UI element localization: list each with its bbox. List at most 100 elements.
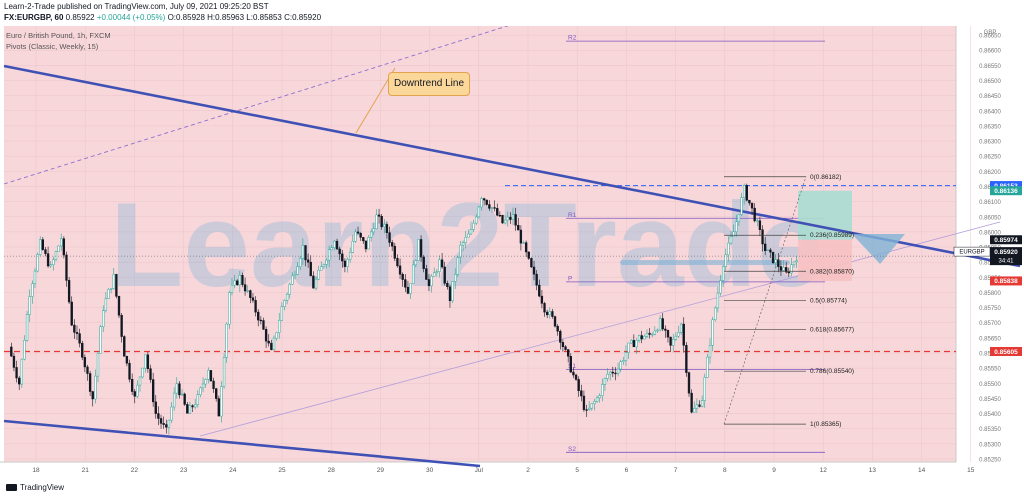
candle-body bbox=[335, 240, 339, 250]
y-tick-label: 0.85400 bbox=[979, 412, 1001, 418]
candle-body bbox=[377, 214, 381, 217]
candle-body bbox=[763, 243, 767, 251]
downtrend-callout[interactable]: Downtrend Line bbox=[388, 72, 470, 96]
candle-body bbox=[230, 284, 234, 293]
candle-body bbox=[527, 251, 530, 259]
candle-body bbox=[503, 219, 507, 224]
candle-body bbox=[172, 392, 176, 408]
candle-body bbox=[180, 393, 184, 396]
candle-body bbox=[414, 260, 417, 266]
candle-body bbox=[186, 404, 189, 414]
candle-body bbox=[700, 400, 704, 407]
candle-body bbox=[199, 387, 202, 395]
chart-area[interactable]: 0.86650 0.86600 0.86550 0.86500 0.86450 0.864… bbox=[0, 26, 1024, 497]
candle-body bbox=[165, 424, 168, 428]
price-chart[interactable]: 0.86650 0.86600 0.86550 0.86500 0.86450 0.864… bbox=[0, 26, 1024, 480]
tradingview-icon bbox=[6, 484, 17, 491]
candle-body bbox=[28, 296, 31, 315]
y-tick-label: 0.86500 bbox=[979, 79, 1001, 85]
candle-body bbox=[451, 281, 454, 302]
candle-body bbox=[603, 378, 607, 385]
candle-body bbox=[653, 330, 657, 335]
y-tick-label: 0.86600 bbox=[979, 49, 1001, 55]
y-tick-label: 0.86400 bbox=[979, 109, 1001, 115]
candle-body bbox=[758, 220, 762, 230]
candle-body bbox=[167, 419, 171, 428]
candle-body bbox=[742, 185, 746, 198]
candle-body bbox=[107, 289, 110, 299]
candle-body bbox=[564, 346, 567, 350]
candle-body bbox=[448, 286, 452, 302]
candle-body bbox=[320, 266, 323, 271]
candle-body bbox=[133, 391, 136, 397]
price-label-text: 0.85838 bbox=[994, 278, 1018, 285]
candle-body bbox=[94, 375, 97, 400]
candle-body bbox=[36, 254, 39, 272]
candle-body bbox=[496, 208, 499, 216]
candle-body bbox=[616, 368, 620, 374]
y-tick-label: 0.86200 bbox=[979, 170, 1001, 176]
fib-level-label: 0.382(0.85870) bbox=[810, 268, 854, 275]
x-tick-label: 30 bbox=[426, 467, 434, 474]
candle-body bbox=[543, 303, 546, 313]
candle-body bbox=[493, 207, 496, 209]
x-tick-label: 22 bbox=[131, 467, 139, 474]
candle-body bbox=[522, 242, 525, 244]
x-tick-label: 9 bbox=[772, 467, 776, 474]
x-tick-label: 2 bbox=[526, 467, 530, 474]
candle-body bbox=[78, 333, 81, 344]
candle-body bbox=[782, 267, 785, 271]
candle-body bbox=[695, 404, 699, 409]
candle-body bbox=[559, 330, 562, 343]
candle-body bbox=[130, 379, 134, 392]
pivot-label-s2: S2 bbox=[568, 446, 576, 453]
candle-body bbox=[183, 393, 186, 405]
tradingview-logo[interactable]: TradingView bbox=[6, 483, 64, 492]
candle-body bbox=[283, 300, 286, 307]
candle-body bbox=[246, 290, 249, 292]
candle-body bbox=[175, 383, 178, 394]
candle-body bbox=[740, 197, 743, 215]
candle-body bbox=[33, 270, 37, 285]
candle-body bbox=[477, 206, 481, 218]
candle-body bbox=[73, 324, 76, 333]
candle-body bbox=[724, 254, 727, 267]
candle-body bbox=[640, 335, 643, 340]
legend-indicator: Pivots (Classic, Weekly, 15) bbox=[6, 42, 99, 51]
candle-body bbox=[115, 274, 118, 297]
candle-body bbox=[367, 237, 370, 250]
y-tick-label: 0.86350 bbox=[979, 124, 1001, 130]
fib-level-label: 0.5(0.85774) bbox=[810, 297, 847, 304]
candle-body bbox=[769, 249, 772, 253]
candle-body bbox=[645, 332, 649, 337]
candle-body bbox=[574, 374, 578, 380]
y-tick-label: 0.85500 bbox=[979, 382, 1001, 388]
candle-body bbox=[138, 376, 142, 386]
candle-body bbox=[430, 276, 433, 287]
candle-body bbox=[585, 409, 588, 411]
candle-body bbox=[154, 401, 157, 414]
candle-body bbox=[698, 404, 701, 407]
candle-body bbox=[398, 265, 402, 275]
y-tick-label: 0.85550 bbox=[979, 367, 1001, 373]
candle-body bbox=[75, 332, 79, 334]
candle-body bbox=[501, 215, 504, 224]
candle-body bbox=[446, 283, 449, 287]
candle-body bbox=[643, 336, 646, 340]
fib-level-label: 0.236(0.85989) bbox=[810, 232, 854, 239]
watermark-text: Learn2Trade bbox=[110, 178, 824, 312]
candle-body bbox=[669, 336, 672, 346]
candle-body bbox=[338, 248, 341, 255]
candle-body bbox=[396, 258, 399, 267]
last-price: 0.85922 bbox=[65, 13, 95, 22]
rising-trend-line bbox=[199, 221, 1001, 437]
x-tick-label: 8 bbox=[723, 467, 727, 474]
candle-body bbox=[228, 292, 231, 325]
candle-body bbox=[204, 379, 207, 385]
candle-body bbox=[296, 266, 299, 275]
candle-body bbox=[732, 231, 735, 237]
candle-body bbox=[217, 398, 220, 417]
candle-body bbox=[325, 259, 328, 265]
candle-body bbox=[509, 216, 512, 220]
candle-body bbox=[472, 222, 475, 230]
